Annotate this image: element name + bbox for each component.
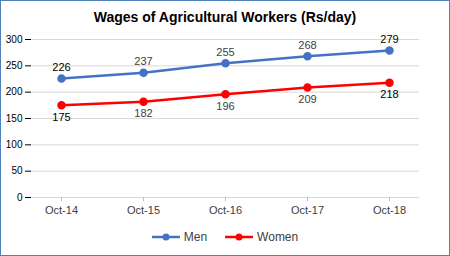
svg-text:209: 209 — [298, 93, 316, 105]
svg-text:300: 300 — [6, 34, 23, 45]
svg-text:226: 226 — [52, 61, 70, 73]
svg-text:100: 100 — [6, 139, 23, 150]
svg-text:Oct-16: Oct-16 — [209, 204, 242, 216]
svg-text:Oct-14: Oct-14 — [45, 204, 78, 216]
svg-text:200: 200 — [6, 86, 23, 97]
svg-text:279: 279 — [380, 33, 398, 45]
svg-text:255: 255 — [216, 46, 234, 58]
html-text:Wages of Agricultural Workers: Wages of Agricultural Workers (Rs/day) — [93, 9, 357, 25]
svg-text:Oct-18: Oct-18 — [373, 204, 406, 216]
svg-text:182: 182 — [134, 107, 152, 119]
svg-text:196: 196 — [216, 100, 234, 112]
html-text:Women: Women — [257, 230, 299, 244]
svg-text:237: 237 — [134, 55, 152, 67]
svg-text:Oct-17: Oct-17 — [291, 204, 324, 216]
svg-text:0: 0 — [17, 192, 23, 203]
svg-text:250: 250 — [6, 60, 23, 71]
html-text:Men: Men — [183, 230, 208, 244]
svg-text:150: 150 — [6, 113, 23, 124]
svg-text:218: 218 — [380, 88, 398, 100]
svg-text:175: 175 — [52, 111, 70, 123]
svg-text:50: 50 — [11, 165, 23, 176]
svg-text:268: 268 — [298, 39, 316, 51]
svg-text:Oct-15: Oct-15 — [127, 204, 160, 216]
